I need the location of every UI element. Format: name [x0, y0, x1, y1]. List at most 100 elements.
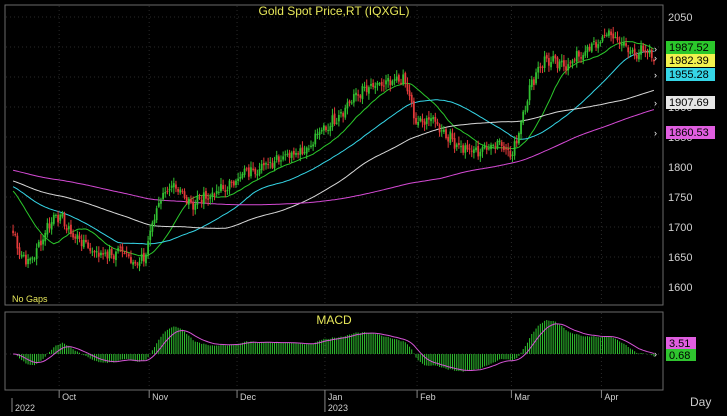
candle-body[interactable] [569, 62, 572, 64]
candle-body[interactable] [625, 43, 627, 46]
candle-body[interactable] [517, 132, 520, 144]
candle-body[interactable] [548, 58, 550, 66]
candle-body[interactable] [393, 79, 396, 81]
candle-body[interactable] [415, 118, 417, 124]
candle-body[interactable] [522, 111, 525, 123]
candle-body[interactable] [603, 34, 606, 36]
candle-body[interactable] [337, 115, 340, 122]
candle-body[interactable] [627, 47, 630, 53]
candle-body[interactable] [166, 190, 169, 192]
candle-body[interactable] [333, 113, 336, 125]
candle-body[interactable] [97, 252, 100, 257]
candle-body[interactable] [271, 163, 274, 168]
candle-body[interactable] [67, 226, 70, 230]
candle-body[interactable] [494, 146, 497, 148]
candle-body[interactable] [250, 167, 252, 177]
candle-body[interactable] [472, 149, 475, 154]
candle-body[interactable] [325, 126, 327, 130]
candle-body[interactable] [18, 247, 21, 256]
candle-body[interactable] [412, 101, 415, 119]
candle-body[interactable] [160, 200, 162, 204]
candle-body[interactable] [237, 178, 240, 181]
candle-body[interactable] [584, 51, 587, 56]
candle-body[interactable] [631, 50, 634, 52]
candle-body[interactable] [550, 62, 552, 68]
candle-body[interactable] [421, 118, 424, 123]
candle-body[interactable] [192, 202, 195, 210]
candle-body[interactable] [563, 60, 565, 67]
candle-body[interactable] [37, 241, 40, 247]
candle-body[interactable] [462, 145, 465, 153]
candle-body[interactable] [205, 190, 207, 199]
candle-body[interactable] [552, 56, 555, 62]
candle-body[interactable] [27, 258, 29, 265]
candle-body[interactable] [48, 223, 51, 229]
candle-body[interactable] [185, 197, 188, 204]
candle-body[interactable] [361, 86, 364, 100]
candle-body[interactable] [25, 254, 27, 265]
candle-body[interactable] [190, 199, 192, 203]
candle-body[interactable] [217, 191, 220, 193]
candle-body[interactable] [196, 196, 199, 205]
candle-body[interactable] [299, 148, 302, 155]
candle-body[interactable] [235, 180, 237, 186]
candle-body[interactable] [595, 42, 597, 48]
candle-body[interactable] [586, 46, 589, 53]
candle-body[interactable] [230, 181, 233, 183]
candle-body[interactable] [460, 146, 462, 148]
candle-body[interactable] [33, 258, 36, 260]
candle-body[interactable] [22, 254, 25, 256]
candle-body[interactable] [483, 146, 486, 149]
candle-body[interactable] [305, 147, 308, 154]
candle-body[interactable] [155, 208, 158, 221]
candle-body[interactable] [430, 118, 432, 122]
candle-body[interactable] [256, 174, 259, 176]
candle-body[interactable] [608, 30, 610, 36]
candle-body[interactable] [164, 192, 167, 194]
candle-body[interactable] [560, 60, 563, 63]
candle-body[interactable] [640, 45, 642, 55]
candle-body[interactable] [408, 90, 411, 97]
candle-body[interactable] [346, 102, 349, 109]
candle-body[interactable] [104, 252, 107, 254]
candle-body[interactable] [410, 94, 413, 103]
candle-body[interactable] [224, 190, 227, 192]
candle-body[interactable] [556, 57, 559, 69]
candle-body[interactable] [400, 82, 402, 84]
candle-body[interactable] [425, 118, 428, 125]
candle-body[interactable] [149, 230, 152, 241]
candle-body[interactable] [74, 236, 77, 239]
candle-body[interactable] [329, 126, 332, 132]
candle-body[interactable] [382, 85, 385, 87]
candle-body[interactable] [490, 144, 492, 150]
candle-body[interactable] [29, 258, 32, 261]
candle-body[interactable] [500, 142, 503, 147]
candle-body[interactable] [355, 92, 357, 96]
candle-body[interactable] [72, 233, 74, 238]
candle-body[interactable] [232, 181, 235, 186]
candle-body[interactable] [537, 66, 540, 73]
candle-body[interactable] [267, 164, 270, 166]
candle-body[interactable] [370, 84, 372, 86]
candle-body[interactable] [348, 100, 351, 103]
candles[interactable] [12, 26, 655, 272]
candle-body[interactable] [275, 155, 278, 160]
candle-body[interactable] [183, 191, 186, 198]
candle-body[interactable] [477, 145, 480, 157]
candle-body[interactable] [588, 46, 591, 51]
candle-body[interactable] [455, 144, 458, 148]
candle-body[interactable] [175, 184, 177, 189]
candle-body[interactable] [614, 36, 617, 38]
candle-body[interactable] [485, 147, 488, 150]
candle-body[interactable] [213, 194, 216, 196]
candle-body[interactable] [419, 117, 422, 122]
candle-body[interactable] [642, 45, 645, 52]
candle-body[interactable] [303, 152, 306, 154]
candle-body[interactable] [554, 55, 557, 59]
candle-body[interactable] [367, 87, 370, 94]
candle-body[interactable] [288, 152, 291, 158]
candle-body[interactable] [115, 251, 117, 261]
candle-body[interactable] [376, 82, 379, 86]
candle-body[interactable] [207, 198, 210, 200]
candle-body[interactable] [646, 51, 649, 54]
